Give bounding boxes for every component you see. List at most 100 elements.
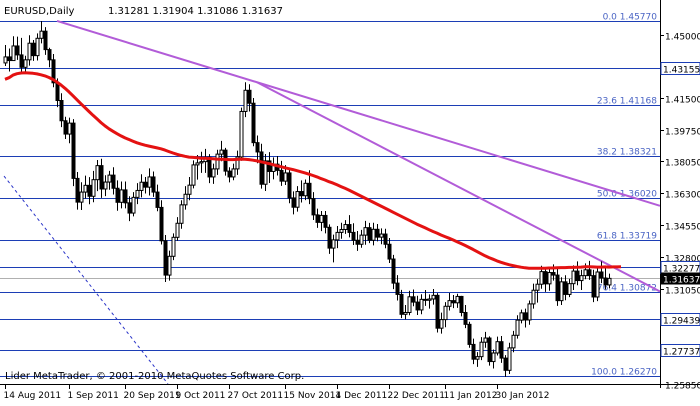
candle-body-down (555, 274, 560, 302)
candle (231, 163, 236, 181)
candle-body-down (255, 142, 260, 153)
candle (71, 119, 76, 187)
candle-body-up (371, 228, 376, 241)
candle (315, 208, 320, 228)
candle-body-down (603, 277, 608, 286)
candle-body-down (59, 100, 64, 122)
candle-body-up (195, 162, 200, 166)
candle (395, 275, 400, 301)
candle (591, 269, 596, 303)
candle (479, 337, 484, 361)
candle-body-up (283, 172, 288, 182)
candle (415, 295, 420, 316)
fib-label-0: 0.0 1.45770 (603, 13, 658, 23)
candle-body-down (143, 181, 148, 188)
fibonacci-levels: 0.0 1.45770 23.6 1.41168 38.2 1.38321 50.0 … (0, 13, 660, 378)
y-tick-label: 1.34550 (665, 223, 700, 233)
candle (559, 277, 564, 306)
candle-body-up (187, 184, 192, 195)
candle (147, 168, 152, 196)
x-tick-label: 22 Dec 2011 (388, 391, 446, 401)
candle-body-up (191, 164, 196, 186)
x-tick-label: 27 Oct 2011 (228, 391, 284, 401)
candle (187, 176, 192, 201)
candle (123, 181, 128, 209)
candle-body-up (27, 42, 32, 61)
candle-body-up (295, 191, 300, 208)
candle (43, 27, 48, 55)
candle-body-down (31, 42, 36, 57)
copyright-footer: Lider MetaTrader, © 2001-2010 MetaQuotes… (5, 371, 304, 382)
candle-body-down (543, 271, 548, 285)
candle (531, 283, 536, 309)
price-axis[interactable]: 1.45000 1.43155 1.41500 1.39750 1.38050 1.363… (660, 33, 700, 392)
candle-body-up (559, 281, 564, 302)
candle-body-down (451, 300, 456, 304)
candle (119, 181, 124, 209)
candle-body-up (91, 179, 96, 197)
candle (503, 355, 508, 377)
candle (239, 107, 244, 161)
candle (259, 143, 264, 189)
candle-body-up (131, 196, 136, 214)
candle-body-up (483, 337, 488, 343)
candle-body-down (355, 239, 360, 245)
candle-body-up (103, 181, 108, 190)
candle-body-down (7, 56, 12, 62)
candle (163, 234, 168, 283)
candle (191, 160, 196, 189)
candle-body-up (319, 214, 324, 223)
candle-body-up (427, 298, 432, 301)
candle-body-up (239, 110, 244, 158)
candle-body-down (311, 198, 316, 216)
candle-body-down (323, 214, 328, 228)
current-price-label: 1.31637 (663, 276, 700, 286)
candle (287, 169, 292, 204)
candle-body-up (507, 347, 512, 371)
y-tick-label: 1.41500 (665, 96, 700, 106)
level-price-label: 1.29439 (663, 317, 700, 327)
candle-body-up (107, 174, 112, 183)
candle (599, 261, 604, 284)
candle (543, 268, 548, 292)
candle (99, 158, 104, 198)
candle (523, 308, 528, 328)
candle-body-up (447, 300, 452, 307)
candle-body-up (335, 231, 340, 241)
candle-body-down (287, 172, 292, 199)
candle-body-down (499, 341, 504, 359)
candle (547, 267, 552, 291)
candle (295, 186, 300, 212)
candle-body-down (315, 214, 320, 223)
candle-body-up (455, 295, 460, 304)
candle (299, 180, 304, 203)
candle-body-up (595, 271, 600, 298)
candle-body-up (175, 222, 180, 238)
y-tick-label: 1.31050 (665, 287, 700, 297)
candle-body-down (163, 240, 168, 276)
candle (111, 167, 116, 195)
x-tick-label: 11 Jan 2012 (444, 391, 498, 401)
candle-body-down (71, 122, 76, 179)
candle-body-up (83, 184, 88, 193)
candle-body-down (587, 269, 592, 277)
candle (7, 48, 12, 72)
candle-body-up (3, 56, 8, 64)
candle-body-up (419, 298, 424, 311)
candle (495, 336, 500, 356)
candle (443, 302, 448, 328)
x-tick-label: 1 Sep 2011 (68, 391, 119, 401)
candle (379, 228, 384, 245)
candle (387, 238, 392, 264)
candle-body-up (479, 341, 484, 358)
candle-body-down (291, 197, 296, 208)
candle (383, 228, 388, 249)
candle-body-up (263, 160, 268, 185)
candle-body-down (43, 30, 48, 51)
candle (63, 116, 68, 139)
candle (215, 149, 220, 175)
candle (139, 174, 144, 198)
candle-body-down (523, 312, 528, 321)
